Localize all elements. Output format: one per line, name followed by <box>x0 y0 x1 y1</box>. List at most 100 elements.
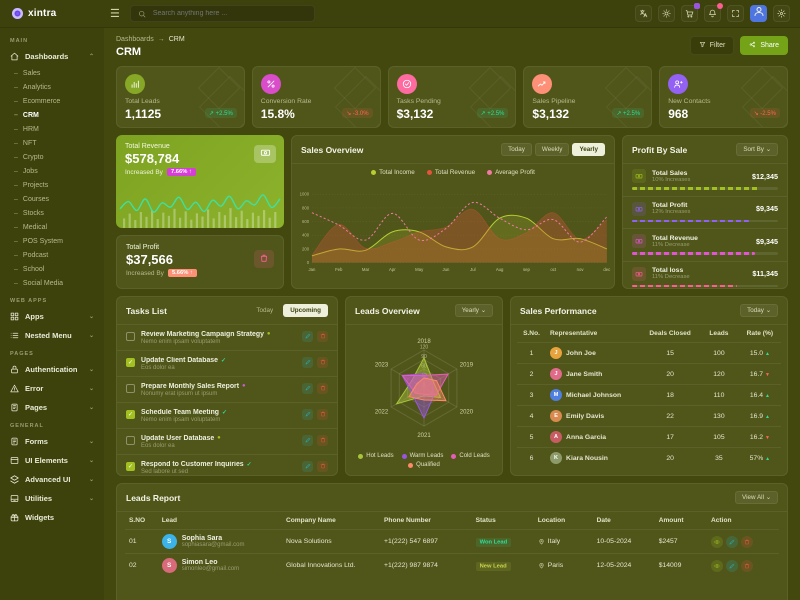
fullscreen-icon[interactable] <box>727 5 744 22</box>
filter-button[interactable]: Filter <box>689 36 735 55</box>
brand-logo[interactable]: xintra <box>0 8 104 19</box>
task-edit-button[interactable] <box>302 382 313 394</box>
task-edit-button[interactable] <box>302 330 313 342</box>
task-checkbox[interactable] <box>126 383 135 393</box>
sidebar-item-pos-system[interactable]: POS System <box>0 234 104 248</box>
shopping-bag-icon[interactable] <box>254 250 274 268</box>
column-header[interactable]: Rate (%) <box>738 325 781 343</box>
leads-overview-range-dropdown[interactable]: Yearly ⌄ <box>454 304 493 317</box>
column-header[interactable]: Representative <box>546 325 642 343</box>
sidebar-item-podcast[interactable]: Podcast <box>0 248 104 262</box>
lead-edit-button[interactable] <box>726 535 738 548</box>
sidebar-item-authentication[interactable]: Authentication ⌄ <box>0 360 104 379</box>
legend-item[interactable]: Total Income <box>371 169 415 176</box>
column-header[interactable]: Company Name <box>281 512 381 530</box>
sidebar-item-error[interactable]: Error ⌄ <box>0 379 104 398</box>
table-row[interactable]: 01 S Sophia Sara sophiasara@gmail.com No… <box>125 529 779 554</box>
sidebar-item-advanced-ui[interactable]: Advanced UI ⌄ <box>0 470 104 489</box>
tasks-today-button[interactable]: Today <box>256 307 274 314</box>
task-checkbox[interactable]: ✓ <box>126 409 135 419</box>
legend-item[interactable]: Total Revenue <box>426 169 475 176</box>
sidebar-item-pages[interactable]: Pages ⌄ <box>0 398 104 417</box>
task-delete-button[interactable] <box>317 382 328 394</box>
search-input[interactable] <box>150 9 307 18</box>
lead-view-button[interactable] <box>711 559 723 572</box>
sort-by-dropdown[interactable]: Sort By ⌄ <box>736 143 778 156</box>
column-header[interactable]: S.No. <box>517 325 547 343</box>
legend-item[interactable]: Average Profit <box>487 169 535 176</box>
sidebar-toggle-icon[interactable]: ☰ <box>110 8 120 20</box>
sidebar-item-nft[interactable]: NFT <box>0 136 104 150</box>
sales-tab-weekly[interactable]: Weekly <box>534 143 570 156</box>
view-all-dropdown[interactable]: View All ⌄ <box>735 491 778 504</box>
sidebar-item-ui-elements[interactable]: UI Elements ⌄ <box>0 451 104 470</box>
table-row[interactable]: 5 A Anna Garcia 17 105 16.2 ▼ <box>517 426 781 448</box>
table-row[interactable]: 4 E Emily Davis 22 130 16.9 ▲ <box>517 405 781 427</box>
task-checkbox[interactable]: ✓ <box>126 357 135 367</box>
tasks-upcoming-button[interactable]: Upcoming <box>283 304 328 317</box>
sidebar-item-stocks[interactable]: Stocks <box>0 206 104 220</box>
sidebar-item-forms[interactable]: Forms ⌄ <box>0 432 104 451</box>
sidebar-item-widgets[interactable]: Widgets <box>0 508 104 527</box>
column-header[interactable]: Lead <box>157 512 282 530</box>
table-row[interactable]: 2 J Jane Smith 20 120 16.7 ▼ <box>517 363 781 385</box>
sidebar-item-sales[interactable]: Sales <box>0 66 104 80</box>
column-header[interactable]: Amount <box>654 512 707 530</box>
lead-view-button[interactable] <box>711 535 723 548</box>
lead-delete-button[interactable] <box>741 559 753 572</box>
legend-item[interactable]: Cold Leads <box>451 453 490 459</box>
task-edit-button[interactable] <box>302 356 313 368</box>
table-row[interactable]: 6 K Kiara Nousin 20 35 57% ▲ <box>517 448 781 469</box>
sidebar-item-hrm[interactable]: HRM <box>0 122 104 136</box>
cart-icon[interactable] <box>681 3 700 22</box>
global-search[interactable] <box>129 5 315 22</box>
task-delete-button[interactable] <box>317 356 328 368</box>
theme-toggle-icon[interactable] <box>658 5 675 22</box>
task-delete-button[interactable] <box>317 330 328 342</box>
lead-delete-button[interactable] <box>741 535 753 548</box>
breadcrumb-root[interactable]: Dashboards <box>116 36 154 43</box>
column-header[interactable]: Date <box>592 512 655 530</box>
column-header[interactable]: S.NO <box>125 512 158 530</box>
sidebar-item-analytics[interactable]: Analytics <box>0 80 104 94</box>
task-edit-button[interactable] <box>302 434 313 446</box>
sidebar-item-utilities[interactable]: Utilities ⌄ <box>0 489 104 508</box>
sidebar-item-nested-menu[interactable]: Nested Menu ⌄ <box>0 326 104 345</box>
task-checkbox[interactable]: ✓ <box>126 461 135 471</box>
task-delete-button[interactable] <box>317 434 328 446</box>
task-checkbox[interactable] <box>126 435 135 445</box>
settings-gear-icon[interactable] <box>773 5 790 22</box>
sidebar-item-dashboards[interactable]: Dashboards ⌃ <box>0 47 104 66</box>
column-header[interactable]: Leads <box>699 325 739 343</box>
lead-edit-button[interactable] <box>726 559 738 572</box>
column-header[interactable]: Phone Number <box>380 512 472 530</box>
sidebar-item-projects[interactable]: Projects <box>0 178 104 192</box>
column-header[interactable]: Action <box>707 512 779 530</box>
column-header[interactable]: Location <box>533 512 593 530</box>
table-row[interactable]: 02 S Simon Leo simonleo@gmail.com Global… <box>125 554 779 578</box>
task-edit-button[interactable] <box>302 460 313 472</box>
task-edit-button[interactable] <box>302 408 313 420</box>
sidebar-item-crypto[interactable]: Crypto <box>0 150 104 164</box>
column-header[interactable]: Deals Closed <box>641 325 700 343</box>
user-avatar[interactable] <box>750 5 767 22</box>
sidebar-item-social-media[interactable]: Social Media <box>0 276 104 290</box>
sidebar-item-apps[interactable]: Apps ⌄ <box>0 307 104 326</box>
notifications-bell-icon[interactable] <box>704 3 723 22</box>
money-icon[interactable] <box>254 145 276 163</box>
share-button[interactable]: Share <box>740 36 788 55</box>
sidebar-item-jobs[interactable]: Jobs <box>0 164 104 178</box>
sales-tab-yearly[interactable]: Yearly <box>572 143 605 156</box>
sales-tab-today[interactable]: Today <box>501 143 532 156</box>
language-icon[interactable] <box>635 5 652 22</box>
sidebar-item-medical[interactable]: Medical <box>0 220 104 234</box>
task-checkbox[interactable] <box>126 331 135 341</box>
sidebar-item-courses[interactable]: Courses <box>0 192 104 206</box>
column-header[interactable]: Status <box>471 512 534 530</box>
table-row[interactable]: 3 M Michael Johnson 18 110 16.4 ▲ <box>517 384 781 406</box>
sidebar-item-crm[interactable]: CRM <box>0 108 104 122</box>
sales-performance-range-dropdown[interactable]: Today ⌄ <box>740 304 778 317</box>
sidebar-item-school[interactable]: School <box>0 262 104 276</box>
legend-item[interactable]: Qualified <box>408 462 440 468</box>
legend-item[interactable]: Warm Leads <box>401 453 443 459</box>
